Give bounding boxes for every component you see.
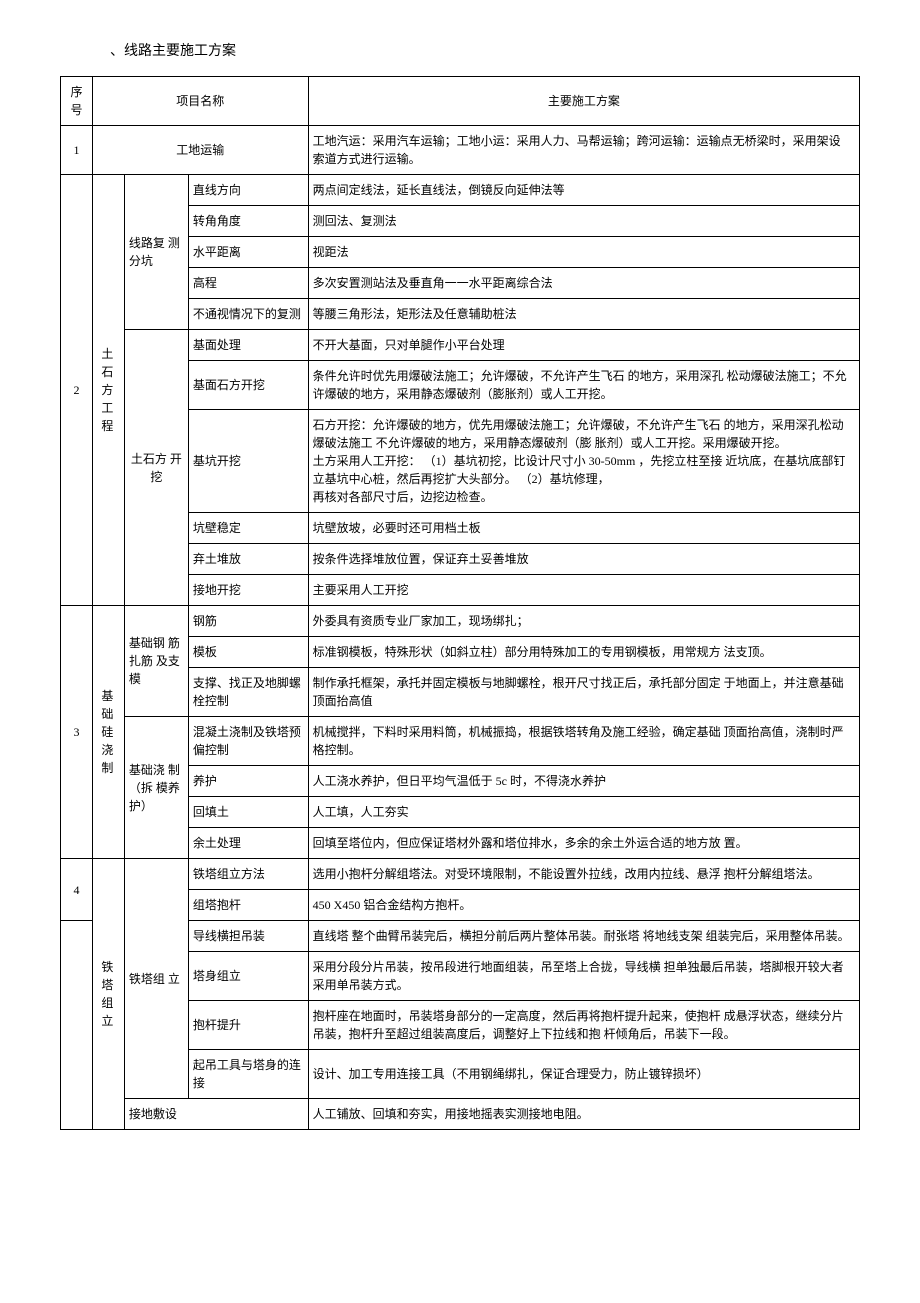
cat2-cell: 接地敷设 [124, 1099, 308, 1130]
content-cell: 测回法、复测法 [308, 206, 859, 237]
cat2-cell: 土石方 开 挖 [124, 330, 188, 606]
content-cell: 抱杆座在地面时，吊装塔身部分的一定高度，然后再将抱杆提升起来，使抱杆 成悬浮状态… [308, 1001, 859, 1050]
label-cell: 转角角度 [188, 206, 308, 237]
header-proj: 项目名称 [92, 77, 308, 126]
label-cell: 基坑开挖 [188, 410, 308, 513]
label-cell: 混凝土浇制及铁塔预 偏控制 [188, 717, 308, 766]
content-cell: 视距法 [308, 237, 859, 268]
content-cell: 人工铺放、回填和夯实，用接地摇表实测接地电阻。 [308, 1099, 859, 1130]
label-cell: 回填土 [188, 797, 308, 828]
label-cell: 导线横担吊装 [188, 921, 308, 952]
content-cell: 设计、加工专用连接工具（不用钢绳绑扎，保证合理受力，防止镀锌损坏） [308, 1050, 859, 1099]
content-cell: 回填至塔位内，但应保证塔材外露和塔位排水，多余的余土外运合适的地方放 置。 [308, 828, 859, 859]
label-cell: 组塔抱杆 [188, 890, 308, 921]
cat2-cell: 基础浇 制 （拆 模养 护） [124, 717, 188, 859]
table-row: 2 土 石 方 工 程 线路复 测 分坑 直线方向 两点间定线法，延长直线法，倒… [61, 175, 860, 206]
content-cell: 两点间定线法，延长直线法，倒镜反向延伸法等 [308, 175, 859, 206]
content-cell: 直线塔 整个曲臂吊装完后，横担分前后两片整体吊装。耐张塔 将地线支架 组装完后，… [308, 921, 859, 952]
label-cell: 不通视情况下的复测 [188, 299, 308, 330]
content-cell: 主要采用人工开挖 [308, 575, 859, 606]
table-row: 4 铁 塔 组 立 铁塔组 立 铁塔组立方法 选用小抱杆分解组塔法。对受环境限制… [61, 859, 860, 890]
table-row: 土石方 开 挖 基面处理 不开大基面，只对单腿作小平台处理 [61, 330, 860, 361]
seq-cell: 2 [61, 175, 93, 606]
content-cell: 人工填，人工夯实 [308, 797, 859, 828]
content-cell: 条件允许时优先用爆破法施工；允许爆破，不允许产生飞石 的地方，采用深孔 松动爆破… [308, 361, 859, 410]
seq-cell-empty [61, 921, 93, 1130]
content-cell: 标准钢模板，特殊形状（如斜立柱）部分用特殊加工的专用钢模板，用常规方 法支顶。 [308, 637, 859, 668]
page-title: 、线路主要施工方案 [60, 40, 860, 60]
content-cell: 450 X450 铝合金结构方抱杆。 [308, 890, 859, 921]
label-cell: 钢筋 [188, 606, 308, 637]
label-cell: 铁塔组立方法 [188, 859, 308, 890]
cat1-cell: 土 石 方 工 程 [92, 175, 124, 606]
label-cell: 直线方向 [188, 175, 308, 206]
label-cell: 支撑、找正及地脚螺 栓控制 [188, 668, 308, 717]
cat2-cell: 基础钢 筋 扎筋 及支 模 [124, 606, 188, 717]
label-cell: 抱杆提升 [188, 1001, 308, 1050]
label-cell: 弃土堆放 [188, 544, 308, 575]
cat2-cell: 线路复 测 分坑 [124, 175, 188, 330]
header-plan: 主要施工方案 [308, 77, 859, 126]
label-cell: 坑壁稳定 [188, 513, 308, 544]
content-cell: 机械搅拌，下料时采用料筒，机械振捣，根据铁塔转角及施工经验，确定基础 顶面抬高值… [308, 717, 859, 766]
table-row: 1 工地运输 工地汽运：采用汽车运输；工地小运：采用人力、马帮运输；跨河运输：运… [61, 126, 860, 175]
content-cell: 采用分段分片吊装，按吊段进行地面组装，吊至塔上合拢，导线横 担单独最后吊装，塔脚… [308, 952, 859, 1001]
table-header-row: 序 号 项目名称 主要施工方案 [61, 77, 860, 126]
content-cell: 人工浇水养护，但日平均气温低于 5c 时，不得浇水养护 [308, 766, 859, 797]
content-cell: 外委具有资质专业厂家加工，现场绑扎； [308, 606, 859, 637]
label-cell: 余土处理 [188, 828, 308, 859]
label-cell: 养护 [188, 766, 308, 797]
content-cell: 石方开挖：允许爆破的地方，优先用爆破法施工；允许爆破，不允许产生飞石 的地方，采… [308, 410, 859, 513]
table-row: 接地敷设 人工铺放、回填和夯实，用接地摇表实测接地电阻。 [61, 1099, 860, 1130]
table-row: 3 基 础 硅 浇 制 基础钢 筋 扎筋 及支 模 钢筋 外委具有资质专业厂家加… [61, 606, 860, 637]
content-cell: 不开大基面，只对单腿作小平台处理 [308, 330, 859, 361]
label-cell: 水平距离 [188, 237, 308, 268]
construction-table: 序 号 项目名称 主要施工方案 1 工地运输 工地汽运：采用汽车运输；工地小运：… [60, 76, 860, 1130]
content-cell: 选用小抱杆分解组塔法。对受环境限制，不能设置外拉线，改用内拉线、悬浮 抱杆分解组… [308, 859, 859, 890]
label-cell: 基面处理 [188, 330, 308, 361]
content-cell: 按条件选择堆放位置，保证弃土妥善堆放 [308, 544, 859, 575]
label-cell: 基面石方开挖 [188, 361, 308, 410]
proj-cell: 工地运输 [92, 126, 308, 175]
label-cell: 塔身组立 [188, 952, 308, 1001]
label-cell: 起吊工具与塔身的连 接 [188, 1050, 308, 1099]
header-seq: 序 号 [61, 77, 93, 126]
label-cell: 接地开挖 [188, 575, 308, 606]
content-cell: 制作承托框架，承托并固定模板与地脚螺栓，根开尺寸找正后，承托部分固定 于地面上，… [308, 668, 859, 717]
content-cell: 工地汽运：采用汽车运输；工地小运：采用人力、马帮运输；跨河运输：运输点无桥梁时，… [308, 126, 859, 175]
label-cell: 高程 [188, 268, 308, 299]
cat1-cell: 基 础 硅 浇 制 [92, 606, 124, 859]
content-cell: 多次安置测站法及垂直角一一水平距离综合法 [308, 268, 859, 299]
cat1-cell: 铁 塔 组 立 [92, 859, 124, 1130]
table-row: 基础浇 制 （拆 模养 护） 混凝土浇制及铁塔预 偏控制 机械搅拌，下料时采用料… [61, 717, 860, 766]
seq-cell: 1 [61, 126, 93, 175]
seq-cell: 3 [61, 606, 93, 859]
cat2-cell: 铁塔组 立 [124, 859, 188, 1099]
label-cell: 模板 [188, 637, 308, 668]
content-cell: 坑壁放坡，必要时还可用档土板 [308, 513, 859, 544]
content-cell: 等腰三角形法，矩形法及任意辅助桩法 [308, 299, 859, 330]
seq-cell: 4 [61, 859, 93, 921]
